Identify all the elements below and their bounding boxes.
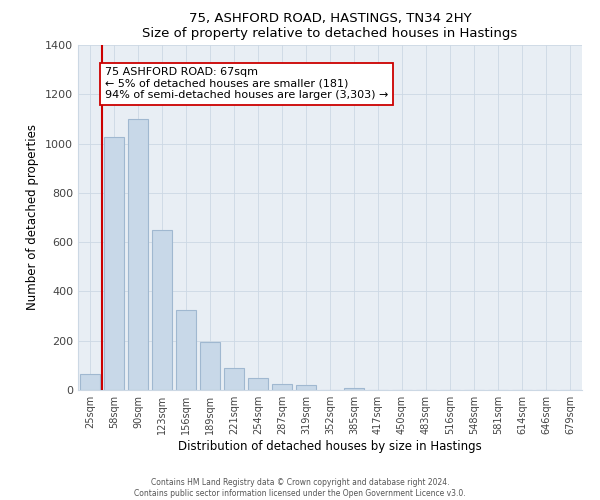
Bar [128,119,148,390]
Bar [104,138,124,390]
Bar [200,342,220,390]
Bar [224,368,244,390]
Bar [296,385,316,390]
Bar [80,374,100,390]
Bar [248,378,268,390]
Y-axis label: Number of detached properties: Number of detached properties [26,124,40,310]
Bar [152,230,172,390]
Title: 75, ASHFORD ROAD, HASTINGS, TN34 2HY
Size of property relative to detached house: 75, ASHFORD ROAD, HASTINGS, TN34 2HY Siz… [142,12,518,40]
X-axis label: Distribution of detached houses by size in Hastings: Distribution of detached houses by size … [178,440,482,453]
Bar [272,384,292,390]
Bar [344,388,364,390]
Text: Contains HM Land Registry data © Crown copyright and database right 2024.
Contai: Contains HM Land Registry data © Crown c… [134,478,466,498]
Bar [176,310,196,390]
Text: 75 ASHFORD ROAD: 67sqm
← 5% of detached houses are smaller (181)
94% of semi-det: 75 ASHFORD ROAD: 67sqm ← 5% of detached … [105,67,388,100]
